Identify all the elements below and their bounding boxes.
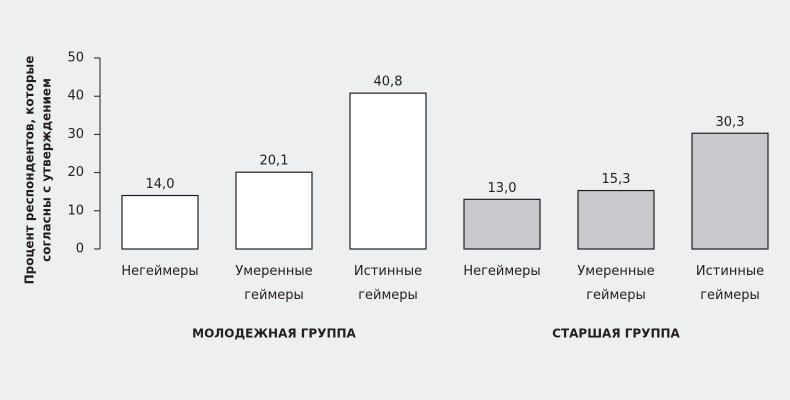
x-tick-label: Негеймеры — [463, 264, 540, 279]
value-label: 40,8 — [374, 75, 403, 90]
y-axis-label: Процент респондентов, которые — [23, 56, 37, 285]
y-tick-label: 20 — [67, 165, 84, 180]
bar — [691, 132, 769, 250]
group-label: СТАРШАЯ ГРУППА — [552, 327, 680, 341]
bar — [463, 198, 541, 250]
value-label: 20,1 — [260, 154, 289, 169]
value-label: 13,0 — [488, 181, 517, 196]
value-label: 14,0 — [146, 177, 175, 192]
y-tick-label: 0 — [76, 242, 84, 257]
bar — [349, 92, 427, 250]
y-tick-label: 10 — [67, 203, 84, 218]
value-label: 30,3 — [716, 115, 745, 130]
y-axis-label: согласны с утверждением — [40, 78, 54, 262]
bar — [577, 189, 655, 250]
x-tick-label: Умеренные геймеры — [577, 264, 654, 303]
value-label: 15,3 — [602, 172, 631, 187]
bar — [121, 194, 199, 250]
x-tick-label: Истинные геймеры — [354, 264, 422, 303]
y-tick-label: 30 — [67, 127, 84, 142]
x-tick-label: Истинные геймеры — [696, 264, 764, 303]
group-label: МОЛОДЕЖНАЯ ГРУППА — [192, 327, 356, 341]
x-tick-label: Негеймеры — [121, 264, 198, 279]
y-tick-label: 50 — [67, 51, 84, 66]
bar — [235, 171, 313, 250]
x-tick-label: Умеренные геймеры — [235, 264, 312, 303]
y-tick-label: 40 — [67, 89, 84, 104]
